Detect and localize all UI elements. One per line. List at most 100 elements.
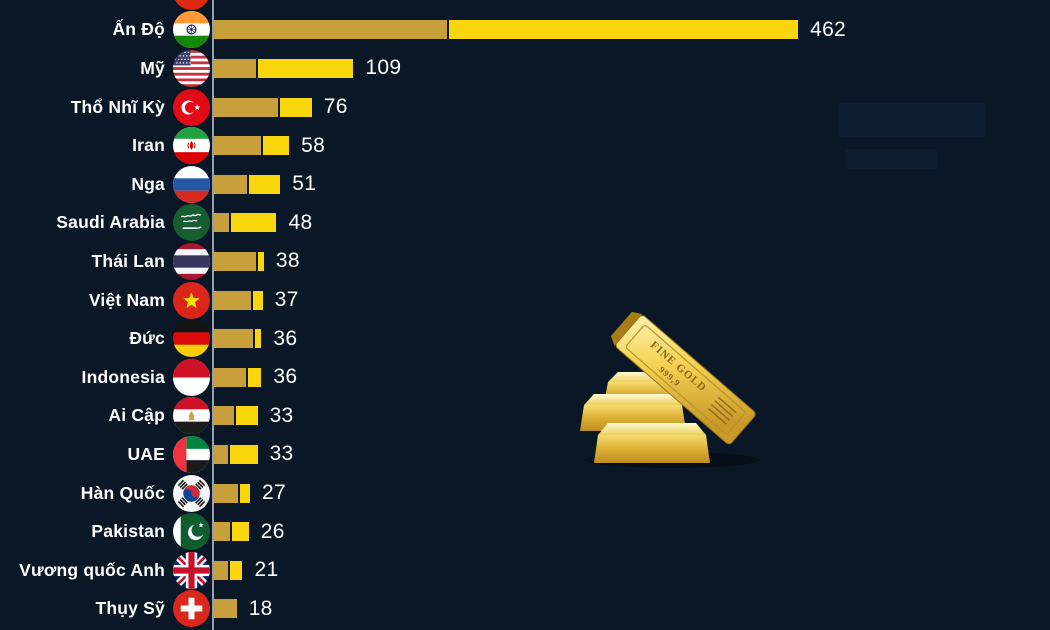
bar-value-label: 18 bbox=[248, 596, 273, 620]
usa-flag-icon bbox=[173, 49, 210, 87]
bar-value-label: 51 bbox=[292, 172, 317, 196]
bar-dark-segment bbox=[214, 174, 247, 194]
country-label: Vương quốc Anh bbox=[19, 559, 165, 580]
value-bar bbox=[214, 97, 312, 117]
chart-row: Saudi Arabia 48 bbox=[0, 204, 1050, 243]
bar-value-label: 26 bbox=[260, 519, 285, 543]
bar-value-label: 33 bbox=[269, 403, 294, 427]
value-bar bbox=[214, 174, 281, 194]
bar-value-label: 462 bbox=[810, 17, 847, 41]
country-label: Saudi Arabia bbox=[56, 212, 165, 233]
thailand-flag-icon bbox=[173, 242, 210, 280]
axis-line bbox=[212, 0, 214, 630]
bar-value-label: 21 bbox=[254, 558, 279, 582]
uae-flag-icon bbox=[173, 435, 210, 473]
chart-row: Việt Nam 37 bbox=[0, 281, 1050, 320]
chart-row: Đức 36 bbox=[0, 319, 1050, 358]
bar-value-label: 36 bbox=[273, 326, 298, 350]
gold-ingot-leaning: FINE GOLD 999,9 bbox=[610, 311, 756, 445]
value-bar bbox=[214, 367, 262, 387]
bar-value-label: 33 bbox=[269, 442, 294, 466]
chart-row: Indonesia 36 bbox=[0, 358, 1050, 397]
bar-bright-segment bbox=[255, 58, 354, 78]
value-bar bbox=[214, 213, 277, 233]
uk-flag-icon bbox=[173, 551, 210, 589]
country-label: Iran bbox=[132, 135, 165, 156]
gold-bars-illustration: FINE GOLD 999,9 bbox=[580, 311, 760, 468]
value-bar bbox=[214, 406, 258, 426]
faded-overlay-box bbox=[838, 103, 986, 137]
country-label: Mỹ bbox=[140, 57, 165, 78]
bar-dark-segment bbox=[214, 367, 246, 387]
value-bar bbox=[214, 444, 258, 464]
chart-row: Thụy Sỹ 18 bbox=[0, 590, 1050, 629]
bar-dark-segment bbox=[214, 251, 256, 271]
bar-bright-segment bbox=[278, 97, 312, 117]
chart-row: Ấn Độ 462 bbox=[0, 11, 1050, 50]
bar-value-label: 58 bbox=[301, 133, 326, 157]
china-flag-icon bbox=[173, 0, 210, 10]
bar-dark-segment bbox=[214, 406, 235, 426]
country-label: Nga bbox=[131, 173, 165, 194]
value-bar bbox=[214, 599, 237, 619]
value-bar bbox=[214, 329, 262, 349]
bar-bright-segment bbox=[253, 329, 262, 349]
bar-dark-segment bbox=[214, 58, 256, 78]
bar-value-label: 109 bbox=[365, 56, 402, 80]
bar-value-label: 76 bbox=[323, 95, 348, 119]
value-bar bbox=[214, 20, 799, 40]
bar-value-label: 27 bbox=[261, 481, 286, 505]
bar-dark-segment bbox=[214, 329, 254, 349]
pakistan-flag-icon bbox=[173, 513, 210, 551]
bar-dark-segment bbox=[214, 213, 230, 233]
bar-dark-segment bbox=[214, 136, 261, 156]
south-korea-flag-icon bbox=[173, 474, 210, 512]
bar-dark-segment bbox=[214, 20, 448, 40]
country-label: Đức bbox=[129, 328, 165, 349]
egypt-flag-icon bbox=[173, 397, 210, 435]
value-bar bbox=[214, 251, 264, 271]
bar-bright-segment bbox=[229, 213, 277, 233]
bar-bright-segment bbox=[245, 367, 262, 387]
bar-dark-segment bbox=[214, 560, 228, 580]
bar-value-label: 38 bbox=[275, 249, 300, 273]
chart-row: Thổ Nhĩ Kỳ 76 bbox=[0, 88, 1050, 127]
country-label: Ấn Độ bbox=[112, 19, 165, 40]
chart-row: Iran 58 bbox=[0, 126, 1050, 165]
country-label: Thụy Sỹ bbox=[95, 598, 165, 619]
gold-ingot-front bbox=[594, 423, 710, 463]
vietnam-flag-icon bbox=[173, 281, 210, 319]
bar-bright-segment bbox=[230, 522, 249, 542]
switzerland-flag-icon bbox=[173, 590, 210, 628]
chart-row: Vương quốc Anh 21 bbox=[0, 551, 1050, 590]
bar-dark-segment bbox=[214, 522, 231, 542]
bar-dark-segment bbox=[214, 599, 237, 619]
value-bar bbox=[214, 483, 250, 503]
russia-flag-icon bbox=[173, 165, 210, 203]
bar-bright-segment bbox=[234, 406, 258, 426]
country-label: Indonesia bbox=[81, 366, 165, 387]
value-bar bbox=[214, 290, 263, 310]
value-bar bbox=[214, 522, 249, 542]
chart-row-partial bbox=[0, 0, 1050, 11]
bar-value-label: 37 bbox=[274, 288, 299, 312]
country-label: Thổ Nhĩ Kỳ bbox=[70, 96, 165, 117]
turkey-flag-icon bbox=[173, 88, 210, 126]
chart-row: Hàn Quốc 27 bbox=[0, 474, 1050, 513]
saudi-arabia-flag-icon bbox=[173, 204, 210, 242]
country-label: Việt Nam bbox=[88, 289, 165, 310]
bar-bright-segment bbox=[250, 290, 263, 310]
germany-flag-icon bbox=[173, 320, 210, 358]
india-flag-icon bbox=[173, 11, 210, 49]
country-label: UAE bbox=[127, 443, 165, 464]
indonesia-flag-icon bbox=[173, 358, 210, 396]
bar-bright-segment bbox=[260, 136, 290, 156]
chart-row: Mỹ 109 bbox=[0, 49, 1050, 88]
country-label: Thái Lan bbox=[91, 250, 165, 271]
chart-row: UAE 33 bbox=[0, 435, 1050, 474]
chart-row: Nga 51 bbox=[0, 165, 1050, 204]
country-label: Hàn Quốc bbox=[80, 482, 165, 503]
iran-flag-icon bbox=[173, 127, 210, 165]
